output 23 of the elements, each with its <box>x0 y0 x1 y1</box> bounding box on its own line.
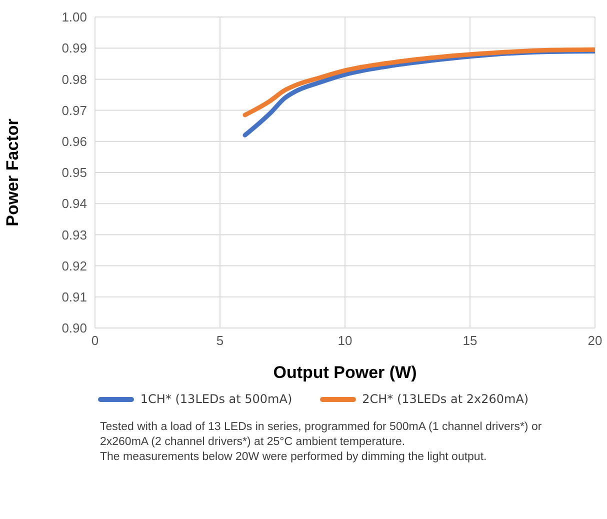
x-tick-label: 5 <box>216 333 224 348</box>
y-axis-title: Power Factor <box>3 118 22 226</box>
line-series <box>242 47 595 118</box>
y-tick-label: 1.00 <box>62 10 87 25</box>
legend-label: 1CH* (13LEDs at 500mA) <box>140 392 292 406</box>
y-tick-label: 0.95 <box>62 165 87 180</box>
y-tick-label: 0.94 <box>62 196 87 212</box>
y-tick-label: 0.93 <box>62 227 87 242</box>
y-tick-label: 0.98 <box>62 72 87 87</box>
y-tick-label: 0.90 <box>62 320 87 336</box>
x-axis-title: Output Power (W) <box>273 363 417 382</box>
y-tick-label: 0.92 <box>62 258 87 274</box>
text: Tested with a load of 13 LEDs in series, programmed for 500mA (1 channel drivers*) or 2x260mA (2 channel drivers*) at 25°C ambient temperature. <box>100 420 543 450</box>
y-tick-label: 0.96 <box>62 134 87 150</box>
x-tick-label: 10 <box>338 333 352 348</box>
x-tick-label: 20 <box>588 333 602 348</box>
y-tick-label: 0.91 <box>62 290 87 305</box>
text: The measurements below 20W were performed by dimming the light output. <box>100 450 488 465</box>
y-tick-label: 0.99 <box>62 40 87 56</box>
x-tick-label: 15 <box>462 333 478 348</box>
x-tick-label: 0 <box>91 333 99 348</box>
legend-label: 2CH* (13LEDs at 2x260mA) <box>362 392 529 406</box>
y-tick-label: 0.97 <box>62 102 87 118</box>
